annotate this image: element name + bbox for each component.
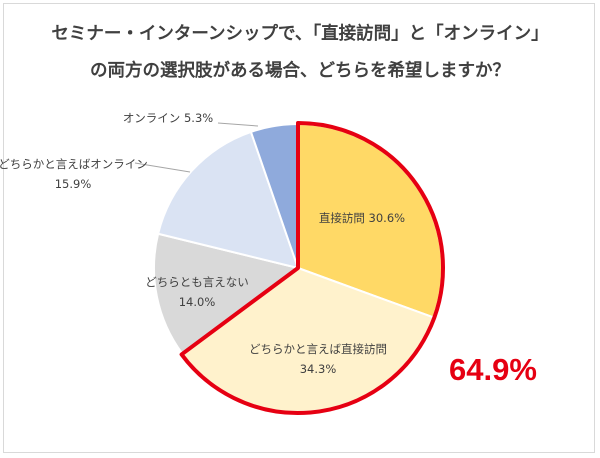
- slice-3-leader-line: [134, 162, 191, 173]
- slice-3-value-label: 15.9%: [55, 177, 92, 191]
- slice-2-value-label: 14.0%: [179, 295, 216, 309]
- slice-1-value-label: 34.3%: [300, 362, 337, 376]
- chart-title-line-1: セミナー・インターンシップで、「直接訪問」と「オンライン」: [51, 24, 549, 44]
- chart-title-line-2: の両方の選択肢がある場合、どちらを希望しますか？: [90, 61, 510, 81]
- slice-2-label: どちらとも言えない: [145, 275, 249, 289]
- slice-2: [153, 232, 301, 356]
- slice-3-label: どちらかと言えばオンライン: [0, 157, 148, 171]
- slice-0-label: 直接訪問 30.6%: [319, 211, 405, 225]
- slice-3: [156, 130, 300, 270]
- highlight-total-callout: 64.9%: [449, 352, 537, 387]
- slice-1-label: どちらかと言えば直接訪問: [249, 342, 387, 356]
- slice-4-leader-line: [217, 122, 259, 127]
- highlight-outline: [179, 121, 445, 415]
- slice-4-label: オンライン 5.3%: [123, 111, 213, 125]
